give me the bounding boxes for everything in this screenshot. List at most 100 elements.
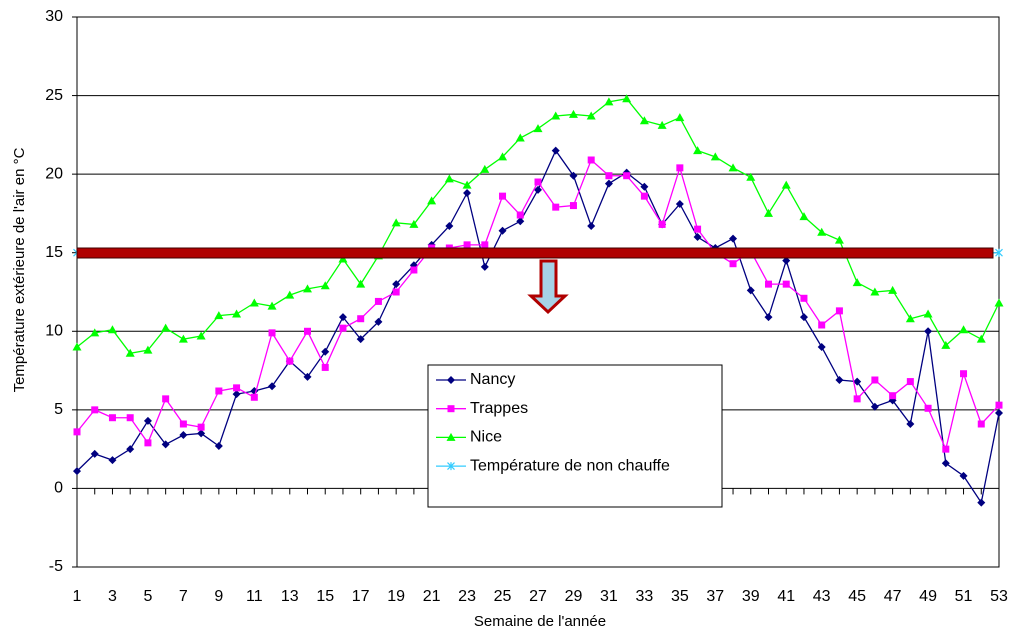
marker (463, 241, 471, 249)
series-line (76, 98, 1000, 354)
marker (818, 321, 826, 329)
marker (445, 222, 454, 230)
marker (675, 113, 685, 122)
marker (729, 234, 738, 243)
marker (356, 335, 365, 344)
x-tick-label: 9 (214, 588, 223, 605)
marker (569, 202, 577, 210)
marker (73, 467, 81, 476)
marker (303, 284, 312, 293)
marker (338, 313, 347, 322)
marker (871, 376, 879, 384)
marker (392, 288, 400, 296)
x-tick-label: 41 (777, 588, 795, 605)
marker (515, 133, 525, 142)
marker (746, 286, 755, 295)
marker (249, 298, 259, 307)
threshold-band (76, 247, 994, 259)
marker (267, 301, 277, 310)
marker (427, 196, 437, 205)
marker (391, 218, 401, 227)
marker (72, 342, 82, 351)
marker (268, 329, 276, 337)
legend-label: Température de non chauffe (470, 457, 670, 474)
x-tick-label: 19 (387, 588, 405, 605)
marker (90, 449, 99, 458)
marker (126, 414, 134, 422)
marker (447, 376, 455, 384)
marker (870, 287, 880, 296)
marker (676, 164, 684, 172)
marker (446, 432, 456, 441)
marker (552, 203, 560, 211)
x-tick-label: 43 (813, 588, 831, 605)
marker (197, 423, 205, 431)
marker (728, 163, 738, 172)
marker (799, 313, 808, 322)
marker (286, 357, 294, 365)
marker (853, 395, 861, 403)
marker (924, 404, 932, 412)
marker (587, 222, 596, 230)
marker (889, 392, 897, 400)
marker (357, 315, 365, 323)
x-tick-label: 5 (143, 588, 152, 605)
marker (995, 401, 1003, 409)
y-axis-label: Température extérieure de l'air en °C (11, 147, 28, 392)
marker (108, 414, 116, 422)
marker (551, 111, 561, 120)
marker (107, 325, 117, 334)
x-axis-label: Semaine de l'année (474, 613, 606, 630)
marker (976, 334, 986, 343)
marker (480, 164, 490, 173)
marker (746, 172, 756, 181)
marker (516, 217, 525, 226)
marker (463, 189, 472, 197)
marker (214, 442, 223, 450)
marker (447, 405, 455, 413)
marker (321, 363, 329, 371)
marker (268, 382, 277, 391)
marker (534, 185, 542, 194)
marker (959, 325, 969, 334)
marker (605, 172, 613, 180)
marker (179, 431, 188, 439)
marker (215, 387, 223, 395)
marker (782, 280, 790, 288)
marker (781, 180, 791, 189)
marker (941, 459, 950, 468)
legend-label: Nice (470, 429, 502, 446)
marker (960, 370, 968, 378)
marker (143, 416, 152, 425)
x-tick-label: 27 (529, 588, 547, 605)
marker (870, 402, 879, 411)
x-tick-label: 3 (108, 588, 117, 605)
y-tick-label: 15 (45, 244, 63, 261)
marker (125, 348, 135, 357)
x-tick-label: 35 (671, 588, 689, 605)
marker (250, 393, 258, 401)
marker (765, 280, 772, 288)
marker (995, 409, 1003, 417)
x-tick-label: 33 (635, 588, 653, 605)
marker (569, 171, 578, 180)
marker (622, 94, 632, 103)
marker (799, 212, 809, 221)
marker (782, 256, 791, 265)
y-tick-label: 30 (45, 8, 63, 25)
marker (161, 323, 171, 332)
x-tick-label: 37 (706, 588, 724, 605)
marker (604, 179, 613, 188)
x-tick-label: 39 (742, 588, 760, 605)
marker (444, 174, 454, 183)
x-tick-label: 15 (316, 588, 334, 605)
marker (924, 327, 933, 336)
x-tick-label: 29 (565, 588, 583, 605)
marker (126, 445, 135, 454)
marker (285, 290, 295, 299)
marker (481, 241, 489, 249)
y-tick-label: 0 (54, 480, 63, 497)
marker (498, 226, 507, 235)
